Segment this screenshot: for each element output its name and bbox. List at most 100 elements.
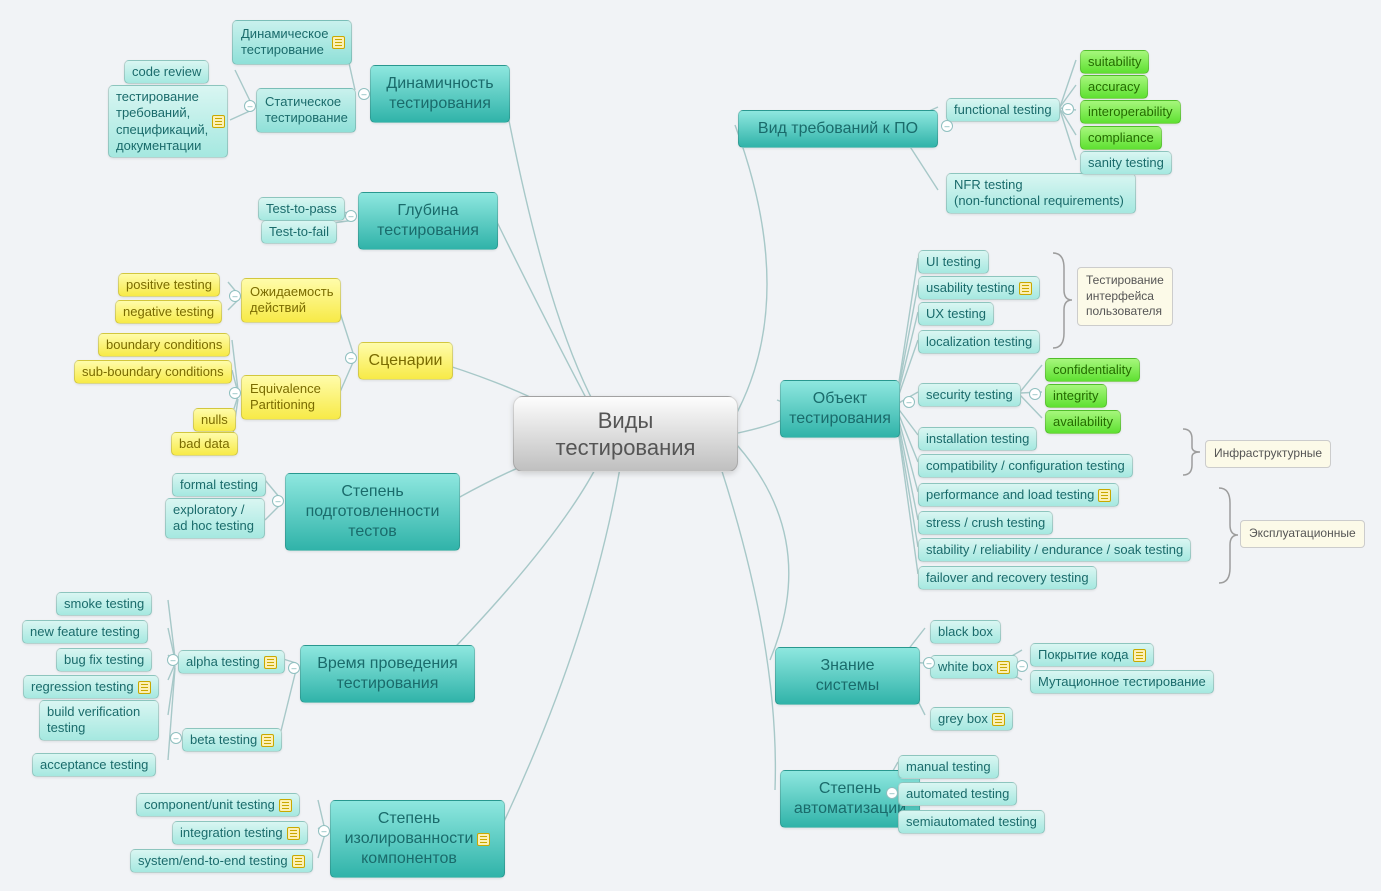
node-static-testing: Статическое тестирование	[256, 88, 356, 133]
cat-timing: Время проведения тестирования	[300, 645, 475, 703]
node-whitebox: white box	[930, 655, 1018, 679]
node-ui: UI testing	[918, 250, 989, 274]
node-failover: failover and recovery testing	[918, 566, 1097, 590]
node-compat: compatibility / configuration testing	[918, 454, 1133, 478]
cat-knowledge: Знание системы	[775, 647, 920, 705]
node-system: system/end-to-end testing	[130, 849, 313, 873]
node-availability: availability	[1045, 410, 1121, 434]
collapse-icon[interactable]: –	[229, 387, 241, 399]
collapse-icon[interactable]: –	[288, 662, 300, 674]
node-nfr: NFR testing (non-functional requirements…	[946, 173, 1136, 214]
brace-infra	[1178, 425, 1203, 480]
node-regression: regression testing	[23, 675, 159, 699]
node-confidentiality: confidentiality	[1045, 358, 1140, 382]
note-icon	[332, 36, 345, 49]
note-icon	[138, 681, 151, 694]
cat-dynamism: Динамичность тестирования	[370, 65, 510, 123]
collapse-icon[interactable]: –	[345, 210, 357, 222]
node-integrity: integrity	[1045, 384, 1107, 408]
node-subboundary: sub-boundary conditions	[74, 360, 232, 384]
note-icon	[477, 833, 490, 846]
cat-scenarios: Сценарии	[358, 342, 453, 380]
note-icon	[1019, 282, 1032, 295]
note-icon	[1133, 649, 1146, 662]
node-expect: Ожидаемость действий	[241, 278, 341, 323]
node-beta: beta testing	[182, 728, 282, 752]
note-icon	[264, 656, 277, 669]
brace-ui	[1048, 248, 1073, 353]
note-icon	[279, 799, 292, 812]
node-accuracy: accuracy	[1080, 75, 1148, 99]
node-test-to-pass: Test-to-pass	[258, 197, 345, 221]
annot-ui: Тестирование интерфейса пользователя	[1077, 267, 1173, 326]
node-unit: component/unit testing	[136, 793, 300, 817]
node-smoke: smoke testing	[56, 592, 152, 616]
note-icon	[1098, 489, 1111, 502]
node-semiautomated: semiautomated testing	[898, 810, 1045, 834]
note-icon	[261, 734, 274, 747]
collapse-icon[interactable]: –	[229, 290, 241, 302]
node-blackbox: black box	[930, 620, 1001, 644]
node-integration: integration testing	[172, 821, 308, 845]
collapse-icon[interactable]: –	[318, 825, 330, 837]
node-boundary: boundary conditions	[98, 333, 230, 357]
note-icon	[997, 661, 1010, 674]
collapse-icon[interactable]: –	[923, 657, 935, 669]
node-bvt: build verification testing	[39, 700, 159, 741]
node-code-review: code review	[124, 60, 209, 84]
collapse-icon[interactable]: –	[903, 396, 915, 408]
node-exploratory: exploratory / ad hoc testing	[165, 498, 265, 539]
node-compliance: compliance	[1080, 126, 1162, 150]
node-automated: automated testing	[898, 782, 1017, 806]
collapse-icon[interactable]: –	[167, 654, 179, 666]
node-ux: UX testing	[918, 302, 994, 326]
node-alpha: alpha testing	[178, 650, 285, 674]
note-icon	[212, 115, 225, 128]
node-sanity: sanity testing	[1080, 151, 1172, 175]
center-label: Виды тестирования	[556, 407, 696, 462]
collapse-icon[interactable]: –	[345, 352, 357, 364]
node-nulls: nulls	[193, 408, 236, 432]
annot-infra: Инфраструктурные	[1205, 440, 1331, 468]
node-interoperability: interoperability	[1080, 100, 1181, 124]
collapse-icon[interactable]: –	[886, 787, 898, 799]
note-icon	[292, 855, 305, 868]
note-icon	[287, 827, 300, 840]
collapse-icon[interactable]: –	[272, 495, 284, 507]
note-icon	[992, 713, 1005, 726]
collapse-icon[interactable]: –	[1016, 660, 1028, 672]
node-installation: installation testing	[918, 427, 1037, 451]
node-mutation: Мутационное тестирование	[1030, 670, 1214, 694]
collapse-icon[interactable]: –	[941, 120, 953, 132]
node-req-testing: тестирование требований, спецификаций, д…	[108, 85, 228, 158]
node-negative: negative testing	[115, 300, 222, 324]
annot-ops: Эксплуатационные	[1240, 520, 1365, 548]
collapse-icon[interactable]: –	[1029, 388, 1041, 400]
cat-object: Объект тестирования	[780, 380, 900, 438]
node-coverage: Покрытие кода	[1030, 643, 1154, 667]
node-manual: manual testing	[898, 755, 999, 779]
node-baddata: bad data	[171, 432, 238, 456]
cat-isolation: Степень изолированности компонентов	[330, 800, 505, 878]
node-stress: stress / crush testing	[918, 511, 1053, 535]
collapse-icon[interactable]: –	[244, 100, 256, 112]
collapse-icon[interactable]: –	[358, 88, 370, 100]
node-suitability: suitability	[1080, 50, 1149, 74]
node-functional: functional testing	[946, 98, 1060, 122]
node-acceptance: acceptance testing	[32, 753, 156, 777]
node-greybox: grey box	[930, 707, 1013, 731]
node-security: security testing	[918, 383, 1021, 407]
node-usability: usability testing	[918, 276, 1040, 300]
cat-prepared: Степень подготовленности тестов	[285, 473, 460, 551]
brace-ops	[1214, 483, 1239, 588]
cat-reqtype: Вид требований к ПО	[738, 110, 938, 148]
node-localization: localization testing	[918, 330, 1040, 354]
node-eqpart: Equivalence Partitioning	[241, 375, 341, 420]
node-newfeature: new feature testing	[22, 620, 148, 644]
collapse-icon[interactable]: –	[170, 732, 182, 744]
node-formal: formal testing	[172, 473, 266, 497]
collapse-icon[interactable]: –	[1062, 103, 1074, 115]
node-stability: stability / reliability / endurance / so…	[918, 538, 1191, 562]
node-test-to-fail: Test-to-fail	[261, 220, 337, 244]
node-positive: positive testing	[118, 273, 220, 297]
